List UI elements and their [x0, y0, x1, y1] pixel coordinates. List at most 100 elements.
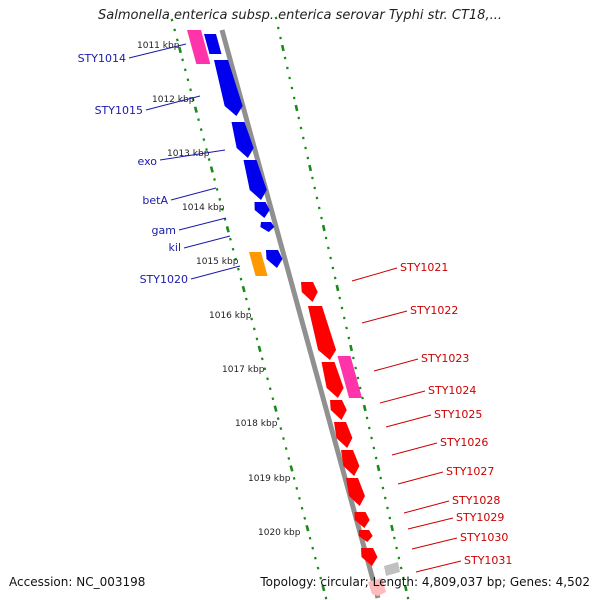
- tick-mark: [274, 16, 278, 20]
- gene-label[interactable]: gam: [152, 224, 176, 237]
- gene-label[interactable]: STY1026: [440, 436, 488, 449]
- tick-mark: [282, 437, 285, 440]
- gene-label[interactable]: kil: [169, 241, 181, 254]
- genome-backbone: [219, 29, 381, 599]
- label-leader: [407, 517, 454, 530]
- gene-arrow[interactable]: [321, 362, 344, 398]
- gene-arrow[interactable]: [308, 306, 337, 360]
- gene-arrow-pale[interactable]: [368, 578, 386, 596]
- scale-label: 1018 kbp: [235, 419, 278, 429]
- tick-mark: [205, 148, 208, 151]
- tick-mark: [306, 156, 310, 160]
- tick-mark: [315, 196, 319, 200]
- tick-mark: [268, 387, 272, 391]
- tick-mark: [381, 486, 385, 490]
- tick-mark: [173, 28, 177, 32]
- gene-arrow-gray[interactable]: [384, 562, 400, 576]
- tick-mark: [321, 224, 326, 232]
- unlabeled-genes: [368, 562, 400, 596]
- right-strand-genes: [301, 282, 378, 566]
- label-leader: [397, 471, 444, 485]
- gene-arrow[interactable]: [337, 356, 363, 398]
- tick-mark: [287, 457, 291, 460]
- gene-label[interactable]: STY1025: [434, 408, 482, 421]
- label-leader: [411, 537, 458, 550]
- gene-label[interactable]: STY1029: [456, 511, 504, 524]
- tick-mark: [241, 285, 246, 293]
- gene-label[interactable]: STY1030: [460, 531, 508, 544]
- tick-mark: [303, 516, 307, 520]
- tick-mark: [317, 206, 321, 210]
- gene-label[interactable]: STY1021: [400, 261, 448, 274]
- gene-label[interactable]: STY1014: [78, 52, 126, 65]
- gene-arrow[interactable]: [358, 530, 373, 542]
- gene-arrow[interactable]: [334, 422, 353, 448]
- tick-mark: [299, 126, 303, 130]
- label-leader: [170, 187, 217, 201]
- gene-arrow[interactable]: [260, 222, 275, 232]
- gene-arrow[interactable]: [361, 548, 378, 566]
- tick-mark: [365, 416, 369, 420]
- tick-mark: [292, 96, 296, 100]
- gene-arrow[interactable]: [204, 34, 222, 54]
- gene-arrow[interactable]: [346, 478, 365, 506]
- gene-label[interactable]: STY1031: [464, 554, 512, 567]
- genome-summary-text: Topology: circular; Length: 4,809,037 bp…: [260, 575, 590, 589]
- gene-arrow[interactable]: [187, 30, 211, 64]
- tick-mark: [379, 476, 383, 480]
- tick-mark: [234, 257, 238, 261]
- gene-arrow[interactable]: [301, 282, 318, 302]
- label-leader: [183, 235, 231, 249]
- label-leader: [128, 43, 187, 59]
- gene-arrow[interactable]: [341, 450, 360, 476]
- tick-mark: [283, 56, 287, 60]
- tick-mark: [352, 356, 355, 360]
- tick-mark: [333, 276, 337, 280]
- gene-label[interactable]: exo: [138, 155, 158, 168]
- tick-mark: [300, 506, 304, 510]
- gene-arrow[interactable]: [254, 202, 270, 218]
- scale-label: 1015 kbp: [196, 257, 239, 267]
- tick-mark: [331, 266, 335, 270]
- gene-label[interactable]: STY1022: [410, 304, 458, 317]
- left-strand-genes: [187, 30, 283, 276]
- tick-mark: [376, 464, 381, 472]
- label-leader: [361, 310, 408, 324]
- tick-marks: [170, 16, 410, 600]
- tick-mark: [292, 476, 296, 480]
- tick-mark: [370, 436, 373, 440]
- gene-label[interactable]: STY1028: [452, 494, 500, 507]
- gene-arrow[interactable]: [231, 122, 254, 158]
- tick-mark: [399, 566, 403, 570]
- scale-label: 1019 kbp: [248, 474, 291, 484]
- gene-arrow[interactable]: [249, 252, 268, 276]
- gene-label[interactable]: betA: [142, 194, 168, 207]
- tick-mark: [225, 226, 230, 233]
- gene-arrow[interactable]: [243, 160, 267, 200]
- gene-arrow[interactable]: [354, 512, 370, 528]
- gene-label[interactable]: STY1015: [95, 104, 143, 117]
- tick-mark: [311, 546, 315, 550]
- gene-label[interactable]: STY1027: [446, 465, 494, 478]
- tick-mark: [289, 465, 294, 472]
- label-leader: [145, 95, 201, 111]
- tick-mark: [266, 377, 269, 381]
- tick-mark: [358, 386, 362, 390]
- tick-mark: [324, 596, 328, 600]
- tick-mark: [213, 178, 216, 181]
- tick-mark: [301, 136, 305, 140]
- gene-arrow[interactable]: [266, 250, 283, 268]
- tick-mark: [335, 284, 340, 292]
- tick-mark: [347, 336, 351, 340]
- gene-arrow[interactable]: [214, 60, 243, 116]
- gene-arrow[interactable]: [330, 400, 347, 420]
- gene-label[interactable]: STY1020: [140, 273, 188, 286]
- tick-mark: [308, 164, 313, 172]
- tick-mark: [390, 524, 395, 532]
- tick-mark: [321, 584, 326, 592]
- tick-mark: [215, 187, 219, 191]
- tick-mark: [314, 556, 317, 560]
- tick-mark: [189, 88, 192, 92]
- gene-label[interactable]: STY1023: [421, 352, 469, 365]
- gene-label[interactable]: STY1024: [428, 384, 476, 397]
